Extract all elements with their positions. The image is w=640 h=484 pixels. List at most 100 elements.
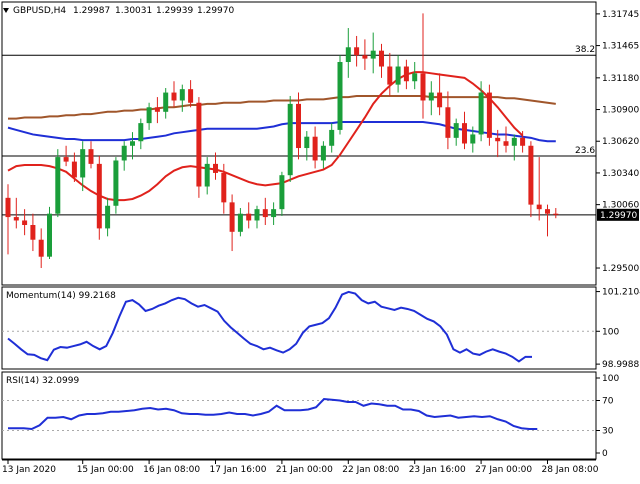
candle[interactable] — [105, 197, 111, 237]
time-tick-label: 13 Jan 2020 — [2, 465, 56, 475]
candle[interactable] — [503, 126, 509, 153]
candle[interactable] — [420, 13, 426, 119]
candle[interactable] — [254, 205, 260, 229]
candle[interactable] — [536, 157, 542, 221]
candle[interactable] — [462, 111, 467, 150]
candle[interactable] — [55, 149, 61, 218]
candle-body — [271, 209, 277, 218]
rsi-pane-frame — [1, 371, 597, 460]
candle[interactable] — [395, 55, 401, 93]
candle[interactable] — [312, 126, 318, 169]
candle[interactable] — [354, 35, 360, 67]
candle[interactable] — [470, 126, 476, 153]
candle[interactable] — [387, 52, 393, 96]
candle[interactable] — [271, 202, 277, 226]
candle[interactable] — [320, 141, 326, 169]
price-pane[interactable]: 1.31745 1.31465 1.31180 1.30900 1.30620 1.303… — [1, 1, 639, 286]
candle[interactable] — [30, 213, 36, 252]
candle[interactable] — [38, 228, 44, 269]
candle-body — [287, 103, 293, 176]
candle[interactable] — [121, 141, 127, 171]
candle[interactable] — [345, 28, 351, 78]
candle-body — [188, 89, 194, 103]
candle[interactable] — [13, 197, 19, 229]
candle-body — [154, 107, 160, 112]
candle-body — [545, 209, 550, 214]
candle[interactable] — [221, 163, 227, 214]
candle-body — [213, 163, 218, 173]
candle[interactable] — [196, 97, 202, 198]
candle-body — [163, 92, 169, 112]
candle[interactable] — [362, 39, 368, 70]
candle-body — [88, 149, 94, 164]
candle[interactable] — [486, 84, 492, 146]
candle[interactable] — [88, 141, 94, 169]
candle[interactable] — [229, 194, 235, 252]
candle[interactable] — [412, 61, 418, 90]
candle[interactable] — [511, 134, 517, 161]
candle[interactable] — [146, 102, 152, 130]
candle[interactable] — [495, 129, 501, 158]
candle[interactable] — [138, 118, 144, 150]
candle[interactable] — [545, 204, 550, 237]
candle-body — [462, 123, 467, 144]
candle[interactable] — [188, 80, 194, 108]
candle-body — [503, 141, 509, 146]
candle[interactable] — [453, 118, 459, 146]
candle-body — [5, 197, 11, 218]
candle-body — [420, 73, 426, 101]
candle[interactable] — [304, 131, 310, 161]
candle-body — [329, 129, 335, 146]
candle-body — [437, 92, 443, 108]
candle[interactable] — [113, 157, 119, 214]
rsi-tick-label: 0 — [602, 449, 608, 459]
candle[interactable] — [428, 81, 434, 116]
candle[interactable] — [279, 171, 285, 216]
candle[interactable] — [296, 92, 301, 160]
candle-body — [387, 66, 393, 85]
candle[interactable] — [96, 155, 102, 240]
candle[interactable] — [246, 202, 252, 229]
candle[interactable] — [130, 132, 135, 160]
candle[interactable] — [403, 59, 409, 90]
candle[interactable] — [47, 206, 52, 259]
candle[interactable] — [520, 131, 526, 153]
candle[interactable] — [237, 208, 243, 237]
candle[interactable] — [437, 73, 443, 116]
time-tick-label: 17 Jan 16:00 — [210, 465, 267, 475]
candle[interactable] — [379, 43, 384, 78]
candle[interactable] — [478, 81, 484, 142]
candle[interactable] — [262, 197, 268, 226]
fib-level-label: 38.2 — [575, 45, 595, 55]
candle[interactable] — [71, 152, 77, 182]
candle-body — [379, 50, 384, 67]
candle-body — [138, 123, 144, 142]
candle[interactable] — [370, 32, 376, 74]
rsi-pane[interactable]: 100 70 30 0 RSI(14) 32.0999 — [1, 371, 619, 460]
momentum-pane[interactable]: 101.2104 100 98.9988 Momentum(14) 99.2168 — [1, 286, 640, 370]
candle[interactable] — [204, 157, 210, 195]
time-tick-label: 15 Jan 00:00 — [77, 465, 134, 475]
price-tick-label: 1.30900 — [602, 106, 639, 116]
candle[interactable] — [22, 209, 28, 236]
candle[interactable] — [5, 184, 11, 255]
candle[interactable] — [553, 208, 559, 219]
collapse-triangle-icon[interactable] — [3, 8, 9, 13]
candle[interactable] — [163, 88, 169, 119]
candle[interactable] — [287, 95, 293, 182]
candle[interactable] — [213, 152, 218, 180]
candle[interactable] — [445, 91, 451, 150]
candle-body — [478, 92, 484, 135]
candle-body — [196, 102, 202, 187]
candle[interactable] — [179, 84, 185, 112]
candle[interactable] — [337, 55, 343, 135]
candle[interactable] — [63, 145, 69, 167]
candle[interactable] — [528, 141, 534, 218]
candle[interactable] — [171, 81, 177, 108]
candle[interactable] — [329, 123, 335, 153]
current-price-label: 1.29970 — [600, 211, 637, 221]
candle[interactable] — [80, 141, 86, 192]
candle[interactable] — [154, 97, 160, 124]
